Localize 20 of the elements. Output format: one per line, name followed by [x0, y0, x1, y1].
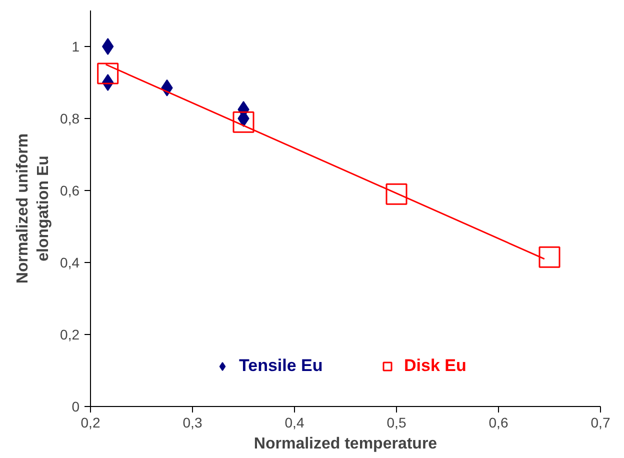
x-tick-label: 0,5 — [386, 414, 406, 430]
y-tick-label: 0,8 — [60, 110, 80, 126]
x-tick-label: 0,7 — [590, 414, 610, 430]
y-axis-title: Normalized uniform elongation Eu — [14, 133, 52, 284]
y-tick-label: 0,2 — [60, 326, 80, 342]
point — [232, 111, 254, 133]
legend-label: Disk Eu — [404, 356, 466, 376]
y-tick-label: 0,4 — [60, 254, 80, 270]
point — [386, 183, 408, 205]
legend-label: Tensile Eu — [239, 356, 323, 376]
point — [97, 62, 119, 84]
point — [538, 246, 560, 268]
x-tick-label: 0,3 — [182, 414, 202, 430]
y-tick-label: 0,6 — [60, 182, 80, 198]
x-tick-label: 0,4 — [284, 414, 304, 430]
x-axis-title: Normalized temperature — [254, 436, 438, 452]
x-tick-label: 0,6 — [488, 414, 508, 430]
point — [102, 38, 114, 55]
y-tick-label: 0 — [72, 398, 80, 414]
y-tick-label: 1 — [72, 38, 80, 54]
